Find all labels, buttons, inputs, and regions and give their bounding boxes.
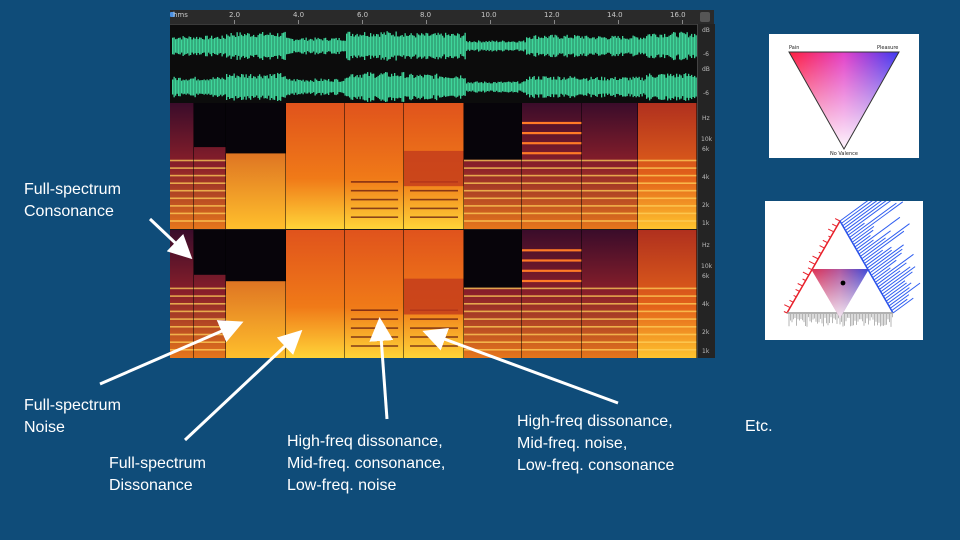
spectrogram-top-channel[interactable] xyxy=(170,103,697,229)
valence-histogram-image xyxy=(765,188,923,340)
freq-scale-label: 2k xyxy=(702,329,710,336)
freq-scale-label: 4k xyxy=(702,174,710,181)
ruler-label: 6.0 xyxy=(357,11,369,19)
audio-editor-panel: hms 2.0 4.0 6.0 8.0 10.0 12.0 14.0 16.0 xyxy=(170,10,715,358)
timeline-ruler[interactable]: hms 2.0 4.0 6.0 8.0 10.0 12.0 14.0 16.0 xyxy=(170,10,714,25)
scale-column: dB -6 dB -6 Hz 10k 6k 4k 2k 1k Hz 10k 6k… xyxy=(697,24,715,358)
freq-scale-label: Hz xyxy=(702,115,710,122)
wave-scale-label: dB xyxy=(702,27,710,34)
annotation-etc: Etc. xyxy=(745,418,773,435)
freq-scale-label: 4k xyxy=(702,301,710,308)
playhead-marker[interactable] xyxy=(170,12,175,17)
ruler-label: 10.0 xyxy=(481,11,497,19)
ruler-label: 8.0 xyxy=(420,11,432,19)
spectrogram-bottom-channel[interactable] xyxy=(170,230,697,358)
annotation-consonance: Full-spectrum Consonance xyxy=(24,181,121,220)
ruler-label: 12.0 xyxy=(544,11,560,19)
freq-scale-label: 10k xyxy=(701,263,713,270)
ruler-label: 2.0 xyxy=(229,11,241,19)
pain-label: Pain xyxy=(789,45,799,51)
annotation-mix2: High-freq dissonance, Mid-freq. noise, L… xyxy=(517,413,675,474)
freq-scale-label: 6k xyxy=(702,273,710,280)
waveform-display[interactable] xyxy=(170,25,697,109)
ruler-label: 14.0 xyxy=(607,11,623,19)
ruler-label: 16.0 xyxy=(670,11,686,19)
no-valence-label: No Valence xyxy=(830,151,858,157)
freq-scale-label: Hz xyxy=(702,242,710,249)
freq-scale-label: 6k xyxy=(702,146,710,153)
wave-scale-label: -6 xyxy=(703,51,709,58)
arrow-mix1 xyxy=(369,317,394,420)
arrow-dissonance xyxy=(183,329,303,442)
valence-triangle-image: Pain Pleasure No Valence xyxy=(769,34,919,158)
wave-scale-label: -6 xyxy=(703,90,709,97)
wave-scale-label: dB xyxy=(702,66,710,73)
pleasure-label: Pleasure xyxy=(877,45,898,51)
arrow-consonance xyxy=(148,217,193,260)
freq-scale-label: 2k xyxy=(702,202,710,209)
annotation-noise: Full-spectrum Noise xyxy=(24,397,121,436)
settings-icon[interactable] xyxy=(700,12,710,22)
annotation-dissonance: Full-spectrum Dissonance xyxy=(109,455,206,494)
freq-scale-label: 10k xyxy=(701,136,713,143)
freq-scale-label: 1k xyxy=(702,348,710,355)
arrow-mix2 xyxy=(422,327,619,405)
annotation-mix1: High-freq dissonance, Mid-freq. consonan… xyxy=(287,433,446,494)
ruler-label: hms xyxy=(173,11,188,19)
arrow-noise xyxy=(99,320,244,386)
ruler-label: 4.0 xyxy=(293,11,305,19)
freq-scale-label: 1k xyxy=(702,220,710,227)
